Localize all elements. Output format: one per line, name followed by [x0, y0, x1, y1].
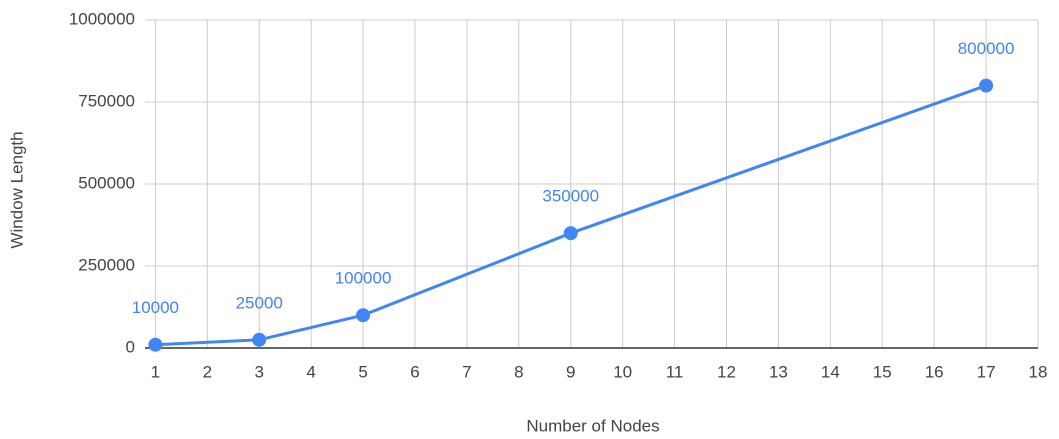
point	[979, 78, 994, 93]
x-tick-label: 10	[613, 362, 632, 381]
x-tick-label: 18	[1029, 362, 1048, 381]
y-tick-label: 1000000	[69, 9, 135, 28]
x-axis-title: Number of Nodes	[526, 416, 659, 435]
x-tick-label: 7	[462, 362, 471, 381]
x-tick-label: 6	[410, 362, 419, 381]
data-label: 100000	[335, 269, 392, 288]
x-tick-label: 13	[769, 362, 788, 381]
y-tick-label: 750000	[78, 91, 135, 110]
x-tick-label: 9	[566, 362, 575, 381]
x-tick-label: 11	[666, 362, 684, 381]
x-tick-label: 16	[925, 362, 944, 381]
x-tick-label: 17	[977, 362, 996, 381]
point	[356, 308, 371, 323]
x-tick-label: 1	[151, 362, 160, 381]
point	[252, 332, 267, 347]
x-tick-label: 3	[254, 362, 263, 381]
y-tick-label: 250000	[78, 255, 135, 274]
x-tick-label: 5	[358, 362, 367, 381]
data-label: 350000	[542, 187, 599, 206]
x-tick-label: 8	[514, 362, 523, 381]
data-label: 25000	[236, 293, 283, 312]
x-tick-label: 2	[203, 362, 212, 381]
point	[563, 226, 578, 241]
x-tick-label: 14	[821, 362, 840, 381]
y-tick-label: 0	[126, 337, 135, 356]
data-label: 10000	[132, 298, 179, 317]
x-tick-label: 12	[717, 362, 736, 381]
x-tick-label: 15	[873, 362, 892, 381]
y-axis-title: Window Length	[7, 131, 26, 248]
point	[148, 337, 163, 352]
x-tick-label: 4	[306, 362, 315, 381]
y-tick-label: 500000	[78, 173, 135, 192]
data-label: 800000	[958, 39, 1015, 58]
